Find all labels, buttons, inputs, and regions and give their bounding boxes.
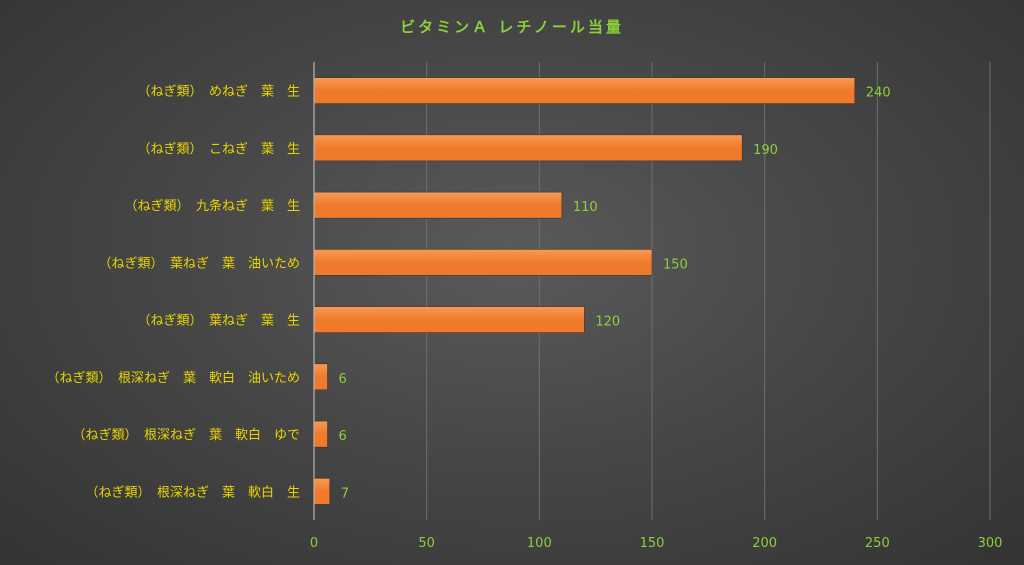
x-tick-label: 250: [865, 536, 890, 551]
data-label: 110: [573, 200, 598, 215]
bar: [313, 363, 328, 391]
category-label: （ねぎ類） めねぎ 葉 生: [137, 85, 300, 100]
x-tick-label: 0: [310, 536, 318, 551]
bar: [313, 77, 856, 104]
category-label: （ねぎ類） 葉ねぎ 葉 生: [137, 314, 300, 329]
category-label: （ねぎ類） 根深ねぎ 葉 軟白 油いため: [46, 370, 300, 386]
data-label: 150: [663, 257, 688, 272]
data-label: 190: [753, 143, 778, 158]
bar: [313, 420, 328, 448]
category-label: （ねぎ類） こねぎ 葉 生: [137, 142, 300, 157]
bar: [313, 134, 743, 162]
data-label: 240: [866, 86, 891, 101]
category-label: （ねぎ類） 葉ねぎ 葉 油いため: [98, 256, 300, 271]
data-label: 7: [341, 486, 349, 501]
category-label: （ねぎ類） 根深ねぎ 葉 軟白 ゆで: [72, 427, 300, 443]
chart-title: ビタミンＡ レチノール当量: [400, 18, 624, 36]
bar: [313, 306, 585, 333]
data-label: 6: [339, 429, 347, 444]
bar: [313, 191, 563, 219]
x-tick-label: 100: [527, 536, 552, 551]
data-label: 120: [595, 315, 620, 330]
category-label: （ねぎ類） 根深ねぎ 葉 軟白 生: [85, 484, 300, 500]
category-label: （ねぎ類） 九条ねぎ 葉 生: [124, 198, 300, 214]
x-tick-label: 200: [752, 536, 777, 551]
x-tick-label: 300: [978, 536, 1003, 551]
bar: [313, 249, 653, 276]
bar: [313, 478, 331, 505]
x-tick-label: 150: [640, 536, 665, 551]
data-label: 6: [339, 372, 347, 387]
x-tick-label: 50: [418, 536, 435, 551]
